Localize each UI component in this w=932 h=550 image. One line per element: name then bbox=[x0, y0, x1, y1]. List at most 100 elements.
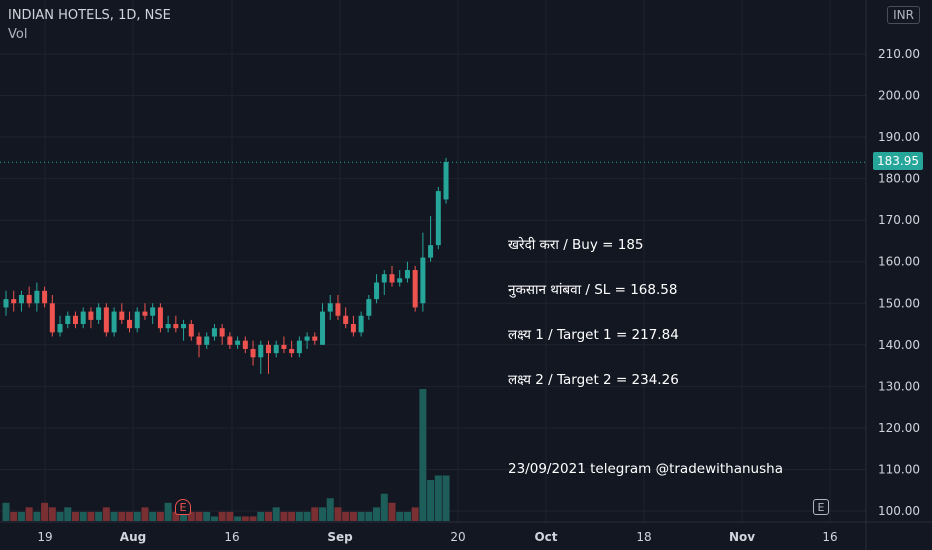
volume-bar bbox=[272, 507, 280, 521]
last-price-badge: 183.95 bbox=[873, 152, 923, 171]
volume-bar bbox=[311, 507, 319, 521]
candle-body bbox=[26, 294, 32, 304]
candle-body bbox=[134, 311, 140, 329]
candle-body bbox=[404, 270, 410, 279]
candle-body bbox=[412, 270, 418, 308]
candle-body bbox=[350, 324, 356, 333]
volume-bar bbox=[226, 511, 234, 521]
volume-bar bbox=[25, 507, 33, 521]
price-axis-label: 200.00 bbox=[878, 89, 920, 103]
candle-body bbox=[142, 311, 148, 316]
volume-bar bbox=[195, 511, 203, 521]
candle-body bbox=[165, 324, 171, 329]
volume-bar bbox=[319, 507, 327, 521]
price-axis-label: 170.00 bbox=[878, 213, 920, 227]
candle-body bbox=[173, 324, 179, 329]
candle-body bbox=[281, 344, 287, 349]
annotation-source: 23/09/2021 telegram @tradewithanusha bbox=[508, 461, 783, 477]
volume-bar bbox=[365, 511, 373, 521]
volume-bar bbox=[79, 511, 87, 521]
candle-body bbox=[72, 315, 78, 325]
earnings-marker-icon[interactable]: E bbox=[175, 499, 191, 515]
earnings-marker-icon[interactable]: E bbox=[813, 499, 829, 515]
candle-body bbox=[389, 274, 395, 283]
candle-body bbox=[227, 336, 233, 345]
currency-button[interactable]: INR bbox=[887, 6, 920, 24]
candle-body bbox=[49, 303, 55, 333]
candle-body bbox=[119, 311, 125, 320]
candle-body bbox=[127, 319, 133, 329]
price-axis-label: 180.00 bbox=[878, 172, 920, 186]
volume-bar bbox=[156, 511, 164, 521]
volume-bar bbox=[411, 507, 419, 521]
volume-bar bbox=[357, 511, 365, 521]
candle-body bbox=[188, 324, 194, 337]
candle-body bbox=[289, 348, 295, 354]
candle-body bbox=[3, 299, 9, 308]
candle-body bbox=[11, 299, 17, 304]
price-axis-label: 140.00 bbox=[878, 338, 920, 352]
candle-body bbox=[320, 311, 326, 345]
price-axis-label: 210.00 bbox=[878, 47, 920, 61]
volume-bar bbox=[41, 502, 49, 521]
volume-bar bbox=[126, 511, 134, 521]
candle-body bbox=[157, 307, 163, 329]
time-axis-label: 16 bbox=[224, 530, 239, 544]
candle-body bbox=[343, 315, 349, 325]
volume-bar bbox=[10, 511, 18, 521]
volume-bar bbox=[218, 511, 226, 521]
volume-bar bbox=[210, 516, 218, 521]
time-axis-label: Aug bbox=[120, 530, 146, 544]
candle-body bbox=[397, 278, 403, 283]
volume-bar bbox=[342, 511, 350, 521]
text-annotation[interactable]: खरेदी करा / Buy = 185 नुकसान थांबवा / SL… bbox=[508, 208, 783, 507]
candle-body bbox=[219, 328, 225, 337]
volume-bar bbox=[373, 507, 381, 521]
time-axis-label: 20 bbox=[450, 530, 465, 544]
volume-bar bbox=[427, 480, 435, 521]
chart-legend: INDIAN HOTELS, 1D, NSE Vol bbox=[8, 6, 171, 44]
volume-bar bbox=[280, 511, 288, 521]
volume-bar bbox=[56, 511, 64, 521]
volume-bar bbox=[241, 516, 249, 521]
candle-body bbox=[443, 162, 449, 200]
candle-body bbox=[181, 324, 187, 329]
candle-body bbox=[374, 282, 380, 300]
volume-bar bbox=[164, 502, 172, 521]
candle-body bbox=[235, 340, 241, 345]
volume-bar bbox=[396, 511, 404, 521]
candle-body bbox=[42, 290, 48, 304]
candle-body bbox=[204, 336, 210, 345]
volume-bar bbox=[33, 511, 41, 521]
volume-bar bbox=[110, 511, 118, 521]
candle-body bbox=[18, 294, 24, 304]
price-axis-label: 150.00 bbox=[878, 296, 920, 310]
volume-bar bbox=[64, 507, 72, 521]
annotation-target-2: लक्ष्य 2 / Target 2 = 234.26 bbox=[508, 372, 679, 388]
candle-body bbox=[88, 311, 94, 320]
symbol-title[interactable]: INDIAN HOTELS, 1D, NSE bbox=[8, 8, 171, 23]
volume-bar bbox=[187, 511, 195, 521]
candle-body bbox=[296, 340, 302, 354]
time-axis-label: 19 bbox=[37, 530, 52, 544]
volume-bar bbox=[95, 511, 103, 521]
price-axis-label: 100.00 bbox=[878, 504, 920, 518]
annotation-target-1: लक्ष्य 1 / Target 1 = 217.84 bbox=[508, 327, 679, 343]
volume-bar bbox=[102, 507, 110, 521]
volume-bar bbox=[419, 389, 427, 521]
volume-bar bbox=[434, 475, 442, 521]
price-axis-label: 120.00 bbox=[878, 421, 920, 435]
price-axis-label: 190.00 bbox=[878, 130, 920, 144]
volume-bar bbox=[349, 511, 357, 521]
price-axis-label: 130.00 bbox=[878, 379, 920, 393]
volume-bar bbox=[403, 511, 411, 521]
candle-body bbox=[265, 344, 271, 354]
time-axis-label: Nov bbox=[729, 530, 755, 544]
candle-body bbox=[250, 348, 256, 358]
time-axis-label: Sep bbox=[327, 530, 353, 544]
candle-body bbox=[196, 336, 202, 345]
volume-indicator-label[interactable]: Vol bbox=[8, 27, 28, 42]
candle-body bbox=[366, 299, 372, 316]
